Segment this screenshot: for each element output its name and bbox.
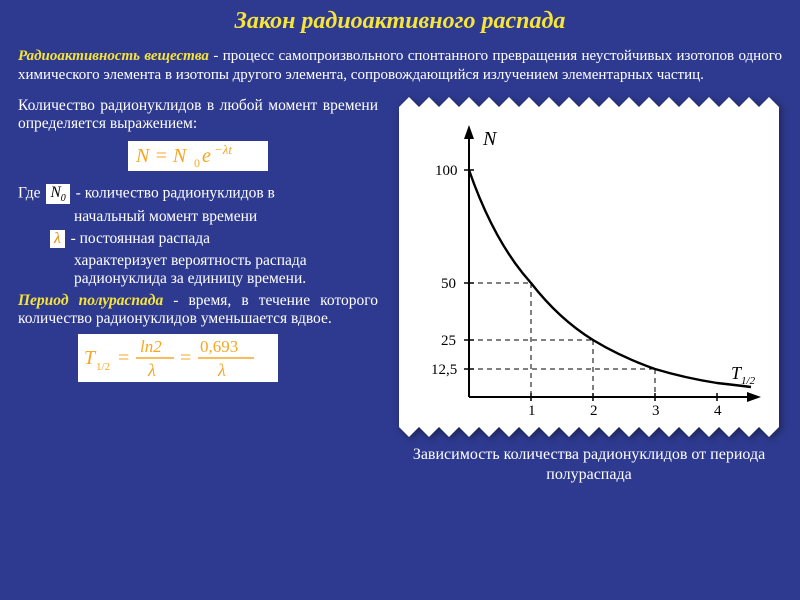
lambda-symbol: λ bbox=[50, 230, 65, 248]
where-label: Где bbox=[18, 184, 41, 201]
main-formula: N = N 0 e −λt bbox=[18, 137, 378, 182]
svg-text:N = N: N = N bbox=[135, 145, 188, 167]
t12-formula: T 1/2 = ln2 λ = 0,693 λ bbox=[18, 334, 378, 387]
svg-text:−λt: −λt bbox=[214, 142, 232, 157]
ytick-12p5: 12,5 bbox=[431, 362, 457, 378]
svg-text:=: = bbox=[180, 347, 191, 369]
definition-term: Радиоактивность вещества bbox=[18, 48, 209, 64]
svg-text:0: 0 bbox=[194, 156, 200, 170]
svg-text:e: e bbox=[202, 145, 211, 167]
decay-chart-svg: 100 50 25 12,5 1 2 3 4 bbox=[399, 97, 779, 437]
svg-text:0,693: 0,693 bbox=[200, 337, 238, 356]
where-n0: Где N0 - количество радионуклидов в bbox=[18, 184, 378, 204]
ytick-25: 25 bbox=[441, 333, 456, 349]
svg-text:1/2: 1/2 bbox=[96, 361, 110, 373]
svg-text:λ: λ bbox=[147, 360, 156, 380]
intro-text: Количество радионуклидов в любой момент … bbox=[18, 97, 378, 133]
where-lambda: λ - постоянная распада bbox=[18, 230, 378, 248]
halflife-term: Период полураспада bbox=[18, 292, 163, 309]
formula-n-eq: N = N 0 e −λt bbox=[128, 141, 268, 171]
n0-text: - количество радионуклидов в bbox=[76, 184, 275, 201]
ytick-50: 50 bbox=[441, 276, 456, 292]
svg-text:λ: λ bbox=[217, 360, 226, 380]
xtick-2: 2 bbox=[590, 403, 598, 419]
definition-sep: - bbox=[209, 48, 223, 64]
page-title: Закон радиоактивного распада bbox=[0, 0, 800, 35]
title-text: Закон радиоактивного распада bbox=[235, 8, 566, 34]
xtick-3: 3 bbox=[652, 403, 660, 419]
definition-paragraph: Радиоактивность вещества - процесс самоп… bbox=[0, 35, 800, 91]
formula-t12: T 1/2 = ln2 λ = 0,693 λ bbox=[78, 334, 278, 382]
right-column: 100 50 25 12,5 1 2 3 4 bbox=[392, 97, 786, 487]
svg-text:ln2: ln2 bbox=[140, 337, 162, 356]
halflife-paragraph: Период полураспада - время, в течение ко… bbox=[18, 292, 378, 328]
n0-text2: начальный момент времени bbox=[18, 208, 378, 226]
svg-text:=: = bbox=[118, 347, 129, 369]
xtick-1: 1 bbox=[528, 403, 536, 419]
lambda-text2: характеризует вероятность распада радион… bbox=[18, 252, 378, 288]
y-axis-label: N bbox=[482, 128, 498, 150]
left-column: Количество радионуклидов в любой момент … bbox=[18, 97, 378, 487]
xtick-4: 4 bbox=[714, 403, 722, 419]
decay-chart: 100 50 25 12,5 1 2 3 4 bbox=[399, 97, 779, 437]
n0-symbol: N0 bbox=[46, 184, 69, 204]
chart-caption: Зависимость количества радионуклидов от … bbox=[392, 445, 786, 487]
lambda-text: - постоянная распада bbox=[71, 230, 210, 247]
ytick-100: 100 bbox=[435, 163, 458, 179]
